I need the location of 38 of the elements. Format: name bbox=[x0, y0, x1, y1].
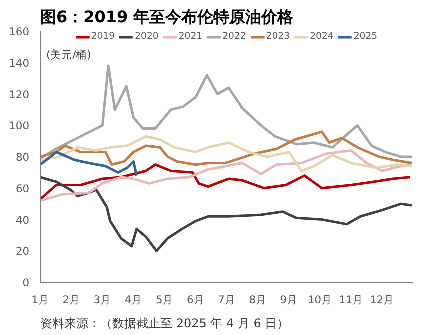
legend-label: 2024 bbox=[310, 31, 334, 42]
legend-label: 2022 bbox=[222, 31, 246, 42]
y-tick-label: 100 bbox=[9, 120, 30, 133]
text: 资料来源：（数据截止至 2025 年 4 月 6 日） bbox=[40, 316, 290, 330]
y-axis-title: (美元/桶) bbox=[46, 48, 92, 62]
line-series bbox=[40, 176, 414, 252]
legend-label: 2023 bbox=[266, 31, 290, 42]
legend-label: 2025 bbox=[354, 31, 378, 42]
y-tick-label: 80 bbox=[16, 151, 30, 164]
x-tick-label: 8月 bbox=[249, 294, 267, 306]
line-series bbox=[40, 149, 414, 202]
x-tick-label: 5月 bbox=[156, 294, 174, 306]
x-tick-label: 2月 bbox=[62, 294, 80, 306]
chart-title: 图6：2019 年至今布伦特原油价格 bbox=[40, 8, 295, 26]
y-tick-label: 40 bbox=[16, 214, 30, 227]
x-tick-label: 12月 bbox=[370, 294, 395, 306]
x-tick-label: 10月 bbox=[308, 294, 333, 306]
y-tick-label: 120 bbox=[9, 88, 30, 102]
line-series bbox=[40, 164, 412, 201]
legend-label: 2020 bbox=[135, 31, 159, 42]
legend-label: 2021 bbox=[178, 31, 203, 42]
line-series bbox=[40, 151, 138, 178]
legend-label: 2019 bbox=[91, 31, 116, 42]
y-tick-label: 60 bbox=[16, 182, 30, 196]
x-tick-label: 7月 bbox=[218, 294, 236, 306]
x-tick-label: 1月 bbox=[32, 294, 50, 306]
x-tick-label: 6月 bbox=[187, 294, 205, 306]
x-tick-label: 3月 bbox=[94, 294, 112, 306]
x-tick-label: 11月 bbox=[339, 294, 364, 306]
line-series bbox=[40, 135, 414, 172]
y-tick-label: 140 bbox=[9, 56, 30, 70]
line-series bbox=[40, 130, 414, 166]
y-tick-label: 0 bbox=[22, 276, 30, 290]
x-tick-label: 9月 bbox=[280, 294, 298, 306]
y-tick-label: 160 bbox=[9, 26, 30, 38]
line-series bbox=[40, 64, 414, 160]
x-tick-label: 4月 bbox=[124, 294, 143, 306]
y-tick-label: 20 bbox=[16, 245, 30, 258]
